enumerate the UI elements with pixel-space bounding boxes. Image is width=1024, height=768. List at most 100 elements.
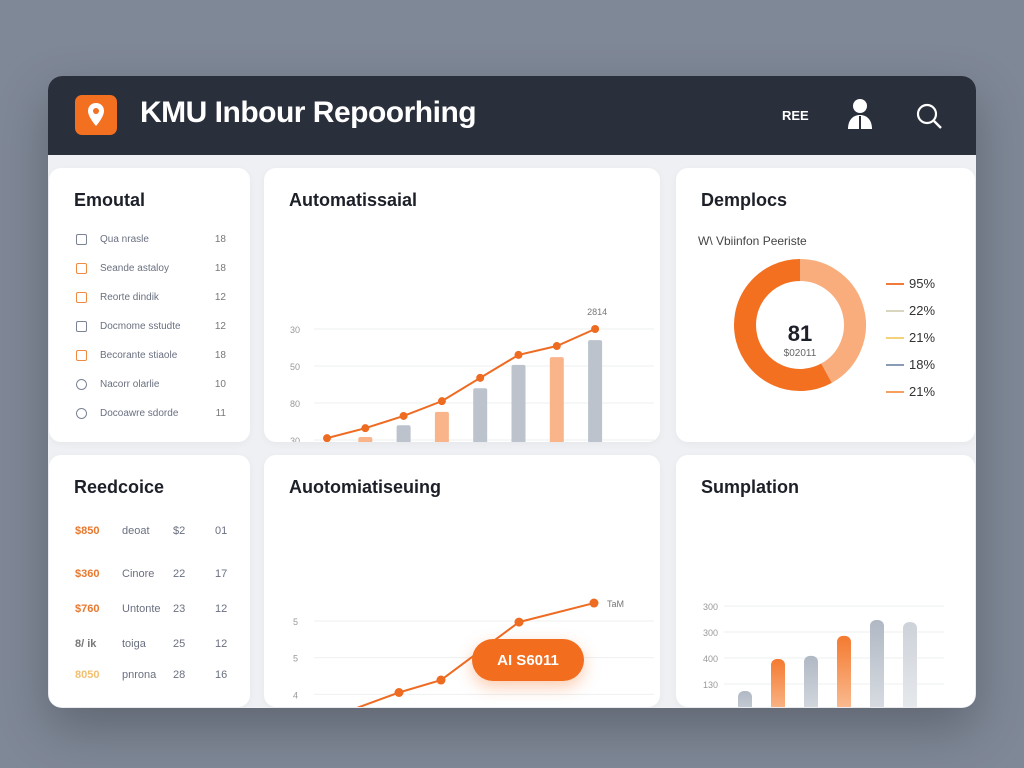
- list-item-label: Becorante stiaole: [100, 350, 178, 361]
- search-icon[interactable]: [915, 102, 943, 135]
- card-title: Demplocs: [701, 190, 788, 210]
- y-tick-label: 30: [290, 436, 300, 442]
- bar-chart: 020130400300300210310536216300940: [703, 602, 944, 707]
- legend-swatch: [886, 310, 904, 312]
- list-item[interactable]: Docmome sstudte 12: [76, 321, 226, 335]
- legend-swatch: [886, 337, 904, 339]
- legend-label: 21%: [909, 330, 936, 345]
- dashboard-window: KMU Inbour Repoorhing REE Emoutal Qua nr…: [48, 76, 976, 708]
- table-cell: 23: [173, 603, 186, 615]
- list-item[interactable]: Nacorr olarlie 10: [76, 379, 226, 393]
- header-bar: KMU Inbour Repoorhing REE: [48, 76, 976, 155]
- list-item[interactable]: Docoawre sdorde 11: [76, 408, 226, 422]
- table-card: Reedcoice $850 deoat $2 01 $360 Cinore 22 17 $76…: [49, 455, 250, 707]
- table-cell: 17: [215, 568, 228, 580]
- bar: [358, 437, 373, 442]
- annotation: 2814: [587, 307, 607, 317]
- y-tick-label: 50: [290, 362, 300, 372]
- message-icon: [76, 350, 87, 361]
- bar: [511, 364, 526, 442]
- data-point: [436, 675, 446, 685]
- table-cell: $360: [75, 568, 100, 580]
- list-item[interactable]: Qua nrasle 18: [76, 234, 226, 248]
- document-icon: [76, 263, 87, 274]
- data-point: [323, 434, 331, 442]
- donut-slice: [799, 259, 866, 383]
- table-cell: 28: [173, 669, 186, 681]
- bar: [588, 340, 603, 442]
- refresh-icon: [76, 379, 87, 390]
- legend-item: 21%: [886, 384, 966, 400]
- list-item-value: 12: [214, 321, 226, 332]
- data-point: [394, 688, 404, 697]
- clock-icon: [76, 408, 87, 419]
- list-item-label: Seande astaloy: [100, 263, 169, 274]
- list-item-value: 11: [215, 408, 226, 419]
- list-item[interactable]: Becorante stiaole 18: [76, 350, 226, 364]
- legend-label: 18%: [909, 357, 936, 372]
- location-pin-icon[interactable]: [75, 95, 117, 135]
- bar: [903, 622, 917, 707]
- y-tick-label: 300: [703, 628, 718, 638]
- donut-slice: [734, 259, 832, 391]
- table-cell: 12: [215, 603, 228, 615]
- donut-center-label: $02011: [783, 348, 817, 359]
- y-tick-label: 20: [708, 706, 718, 707]
- legend-swatch: [886, 364, 904, 366]
- data-point: [552, 342, 561, 351]
- table-cell: 01: [215, 525, 228, 537]
- y-tick-label: 300: [703, 602, 718, 612]
- y-tick-label: 30: [290, 325, 300, 335]
- bar: [738, 691, 752, 707]
- bar-line-chart: 0308050302013682822842082842662082814: [290, 307, 654, 442]
- bar: [771, 659, 785, 707]
- table-cell: 8/ ik: [75, 638, 97, 650]
- data-point: [361, 424, 370, 433]
- donut-card: Demplocs W\ Vbiinfon Peeriste 81 $02011 …: [676, 168, 975, 442]
- data-point: [591, 325, 600, 333]
- chat-icon: [76, 292, 87, 303]
- data-point: [437, 397, 446, 406]
- checkbox-icon: [76, 321, 87, 332]
- bar: [804, 655, 818, 707]
- list-item-value: 18: [214, 263, 226, 274]
- annotation: TaM: [607, 599, 624, 609]
- card-title: Auotomiatiseuing: [289, 477, 441, 497]
- line-chart-card: Auotomiatiseuing 145520608TaM AI S6011: [264, 455, 660, 707]
- bar: [870, 620, 884, 707]
- list-item[interactable]: Reorte dindik 12: [76, 292, 226, 306]
- y-tick-label: 400: [703, 654, 718, 664]
- user-icon[interactable]: [846, 98, 874, 135]
- table-cell: Cinore: [122, 568, 155, 580]
- data-point: [514, 617, 524, 627]
- legend-item: 22%: [886, 303, 966, 319]
- header-badge[interactable]: REE: [782, 108, 809, 123]
- card-title: Reedcoice: [74, 477, 165, 497]
- data-point: [589, 598, 599, 608]
- legend-item: 21%: [886, 330, 966, 346]
- table-cell: 8050: [75, 669, 100, 681]
- list-item-label: Nacorr olarlie: [100, 379, 160, 390]
- line-chart: 145520608TaM: [293, 598, 654, 707]
- list-item-value: 18: [214, 350, 226, 361]
- legend-swatch: [886, 391, 904, 393]
- bar: [473, 388, 488, 442]
- table-cell: toiga: [122, 638, 146, 650]
- list-item-label: Docoawre sdorde: [100, 408, 179, 419]
- list-item[interactable]: Seande astaloy 18: [76, 263, 226, 277]
- legend-label: 22%: [909, 303, 936, 318]
- data-point: [514, 350, 523, 359]
- table-cell: Untonte: [122, 603, 161, 615]
- table-cell: 12: [215, 638, 228, 650]
- bar: [837, 635, 851, 707]
- data-point: [476, 373, 485, 382]
- legend-item: 18%: [886, 357, 966, 373]
- bar-line-chart-card: Automatissaial 0308050302013682822842082…: [264, 168, 660, 442]
- card-title: Automatissaial: [289, 190, 418, 210]
- table-cell: 16: [215, 669, 228, 681]
- table-cell: $2: [173, 525, 186, 537]
- list-item-label: Reorte dindik: [100, 292, 159, 303]
- ai-action-button[interactable]: AI S6011: [472, 639, 584, 681]
- trend-line: [326, 328, 596, 440]
- app-title: KMU Inbour Repoorhing: [140, 96, 477, 129]
